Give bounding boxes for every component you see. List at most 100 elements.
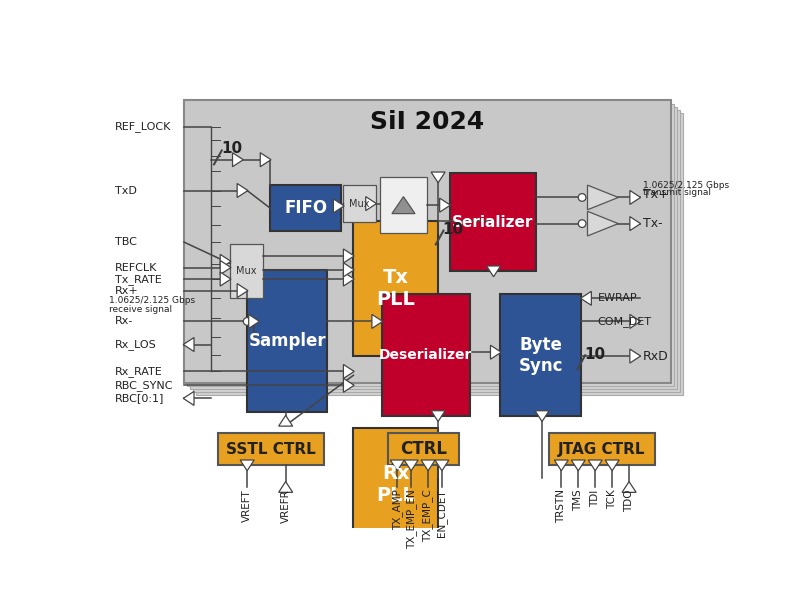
Text: Sampler: Sampler bbox=[248, 331, 326, 350]
Text: Tx_RATE: Tx_RATE bbox=[115, 273, 161, 285]
Polygon shape bbox=[486, 266, 501, 277]
Text: TRSTN: TRSTN bbox=[556, 489, 566, 523]
Polygon shape bbox=[622, 482, 636, 492]
Text: TCK: TCK bbox=[607, 489, 617, 509]
Bar bbox=[247, 270, 327, 412]
Polygon shape bbox=[581, 291, 592, 305]
Polygon shape bbox=[588, 211, 619, 236]
Text: VREFR: VREFR bbox=[281, 489, 290, 523]
Text: TMS: TMS bbox=[573, 489, 583, 511]
Text: Mux: Mux bbox=[237, 266, 256, 276]
Text: Byte
Sync: Byte Sync bbox=[518, 336, 562, 375]
Polygon shape bbox=[630, 190, 641, 205]
Polygon shape bbox=[589, 460, 602, 471]
Bar bbox=[501, 295, 581, 416]
Text: JTAG CTRL: JTAG CTRL bbox=[558, 442, 646, 457]
Bar bbox=[271, 185, 341, 231]
Text: TxD: TxD bbox=[115, 186, 137, 196]
Polygon shape bbox=[535, 411, 549, 422]
Polygon shape bbox=[605, 460, 619, 471]
Bar bbox=[190, 107, 677, 389]
Bar bbox=[354, 221, 438, 356]
Text: RBC_SYNC: RBC_SYNC bbox=[115, 380, 173, 391]
Text: RxD: RxD bbox=[643, 349, 668, 362]
Polygon shape bbox=[490, 345, 501, 359]
Text: receive signal: receive signal bbox=[108, 305, 172, 314]
Bar bbox=[380, 177, 427, 233]
Text: 1.0625/2.125 Gbps: 1.0625/2.125 Gbps bbox=[108, 296, 195, 305]
Polygon shape bbox=[571, 460, 585, 471]
Circle shape bbox=[578, 193, 586, 201]
Circle shape bbox=[578, 220, 586, 228]
Polygon shape bbox=[365, 197, 377, 211]
Bar bbox=[382, 295, 470, 416]
Polygon shape bbox=[333, 199, 344, 213]
Polygon shape bbox=[435, 460, 449, 471]
Text: Tx-: Tx- bbox=[643, 217, 663, 230]
Polygon shape bbox=[431, 411, 445, 422]
Polygon shape bbox=[343, 365, 354, 378]
Text: Tx
PLL: Tx PLL bbox=[377, 268, 415, 309]
Bar bbox=[187, 104, 674, 386]
Polygon shape bbox=[343, 249, 354, 263]
Text: RBC[0:1]: RBC[0:1] bbox=[115, 393, 164, 403]
Text: EWRAP: EWRAP bbox=[597, 294, 637, 303]
Text: Tx+: Tx+ bbox=[643, 188, 668, 201]
Polygon shape bbox=[630, 216, 641, 231]
Text: Rx_LOS: Rx_LOS bbox=[115, 339, 157, 350]
Text: Mux: Mux bbox=[350, 199, 370, 209]
Polygon shape bbox=[440, 198, 450, 212]
Bar bbox=[549, 433, 655, 466]
Text: Rx_RATE: Rx_RATE bbox=[115, 366, 162, 377]
Text: Rx+: Rx+ bbox=[115, 286, 138, 295]
Bar bbox=[343, 185, 376, 222]
Text: REFCLK: REFCLK bbox=[115, 263, 157, 273]
Polygon shape bbox=[372, 314, 383, 329]
Polygon shape bbox=[240, 460, 254, 471]
Text: VREFT: VREFT bbox=[242, 489, 252, 522]
Text: 10: 10 bbox=[443, 222, 464, 237]
Polygon shape bbox=[390, 460, 404, 471]
Text: 1.0625/2.125 Gbps: 1.0625/2.125 Gbps bbox=[643, 181, 729, 190]
Polygon shape bbox=[343, 378, 354, 393]
Polygon shape bbox=[343, 272, 354, 286]
Circle shape bbox=[244, 318, 251, 325]
Polygon shape bbox=[278, 415, 293, 426]
Text: REF_LOCK: REF_LOCK bbox=[115, 121, 171, 132]
Polygon shape bbox=[184, 391, 194, 406]
Text: Deserializer: Deserializer bbox=[379, 348, 472, 362]
Text: TX_EMP_EN: TX_EMP_EN bbox=[406, 489, 417, 549]
Polygon shape bbox=[260, 153, 271, 167]
Text: 10: 10 bbox=[585, 347, 606, 362]
Polygon shape bbox=[220, 254, 231, 269]
Bar bbox=[184, 100, 671, 383]
Polygon shape bbox=[421, 460, 435, 471]
Text: COM_DET: COM_DET bbox=[597, 316, 652, 327]
Text: SSTL CTRL: SSTL CTRL bbox=[226, 442, 316, 457]
Text: Serializer: Serializer bbox=[452, 215, 533, 229]
Bar bbox=[196, 113, 683, 396]
Polygon shape bbox=[588, 185, 619, 210]
Text: EN_CDET: EN_CDET bbox=[437, 489, 448, 537]
Polygon shape bbox=[233, 153, 244, 167]
Text: TX_EMP_C: TX_EMP_C bbox=[422, 489, 433, 542]
Polygon shape bbox=[404, 460, 418, 471]
Polygon shape bbox=[630, 314, 641, 329]
Polygon shape bbox=[630, 349, 641, 363]
Polygon shape bbox=[237, 283, 248, 298]
Polygon shape bbox=[278, 482, 293, 492]
Text: transmit signal: transmit signal bbox=[643, 189, 711, 197]
Polygon shape bbox=[220, 272, 231, 286]
Text: CTRL: CTRL bbox=[400, 440, 447, 458]
Polygon shape bbox=[343, 263, 354, 277]
Text: FIFO: FIFO bbox=[284, 199, 327, 217]
Text: 10: 10 bbox=[221, 141, 243, 155]
Bar bbox=[449, 173, 536, 272]
Polygon shape bbox=[554, 460, 568, 471]
Bar bbox=[193, 110, 680, 392]
Polygon shape bbox=[248, 314, 259, 329]
Polygon shape bbox=[184, 337, 194, 352]
Polygon shape bbox=[220, 260, 231, 275]
Bar bbox=[230, 244, 263, 298]
Text: TBC: TBC bbox=[115, 237, 137, 247]
